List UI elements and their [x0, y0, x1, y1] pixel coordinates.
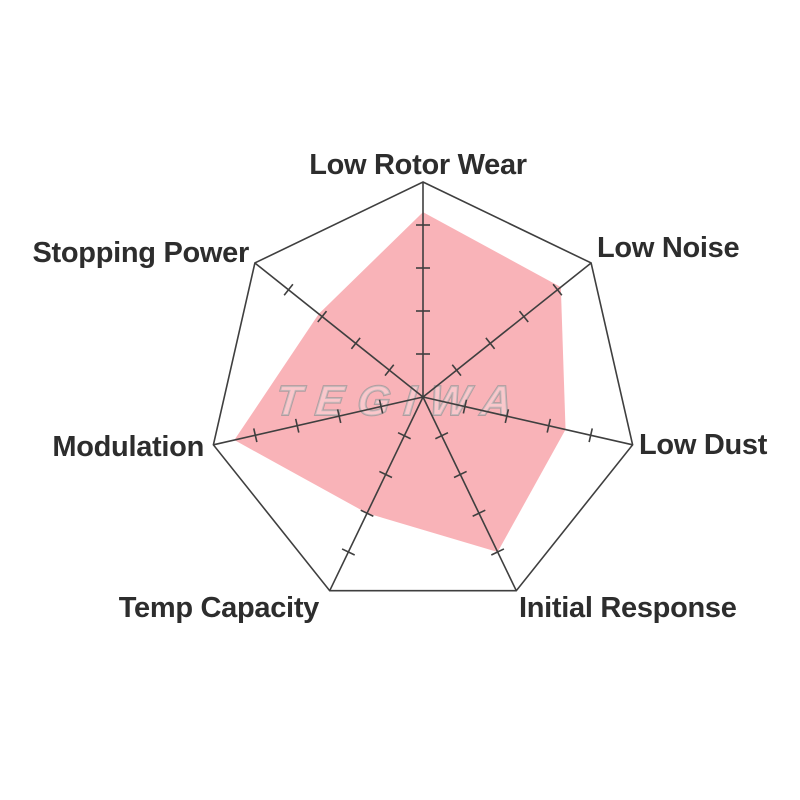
axis-label-low-noise: Low Noise — [597, 232, 739, 264]
radar-tick — [435, 431, 449, 440]
radar-spoke — [254, 262, 424, 398]
radar-tick — [379, 470, 393, 479]
radar-tick — [504, 409, 510, 424]
radar-tick — [336, 409, 342, 424]
radar-tick — [451, 364, 462, 377]
radar-spoke — [328, 396, 424, 592]
radar-tick — [472, 509, 486, 517]
radar-tick — [294, 418, 300, 433]
radar-spoke — [422, 396, 633, 446]
radar-area — [234, 212, 566, 552]
radar-spoke — [422, 396, 518, 592]
radar-tick — [485, 337, 496, 350]
radar-tick — [588, 428, 594, 443]
radar-tick — [384, 364, 395, 377]
radar-tick — [378, 399, 384, 414]
radar-tick — [360, 509, 374, 517]
radar-tick — [462, 399, 468, 414]
radar-tick — [341, 548, 356, 556]
axis-label-low-dust: Low Dust — [639, 429, 768, 461]
radar-tick — [350, 337, 361, 350]
axis-label-temp-capacity: Temp Capacity — [119, 592, 319, 624]
axis-label-initial-response: Initial Response — [519, 592, 737, 624]
axis-label-stopping-power: Stopping Power — [32, 237, 249, 269]
axis-label-low-rotor-wear: Low Rotor Wear — [309, 149, 527, 181]
radar-outline — [212, 181, 634, 592]
radar-tick — [397, 431, 411, 440]
axis-label-modulation: Modulation — [52, 431, 204, 463]
radar-tick — [453, 470, 467, 479]
radar-spoke — [213, 396, 424, 446]
radar-tick — [546, 418, 552, 433]
radar-tick — [518, 310, 529, 323]
radar-tick — [552, 283, 563, 296]
watermark-text: TEGIWA — [274, 377, 529, 424]
radar-tick — [283, 283, 294, 296]
radar-spoke — [422, 262, 592, 398]
radar-tick — [252, 428, 258, 443]
radar-tick — [490, 548, 505, 556]
radar-tick — [317, 310, 328, 323]
